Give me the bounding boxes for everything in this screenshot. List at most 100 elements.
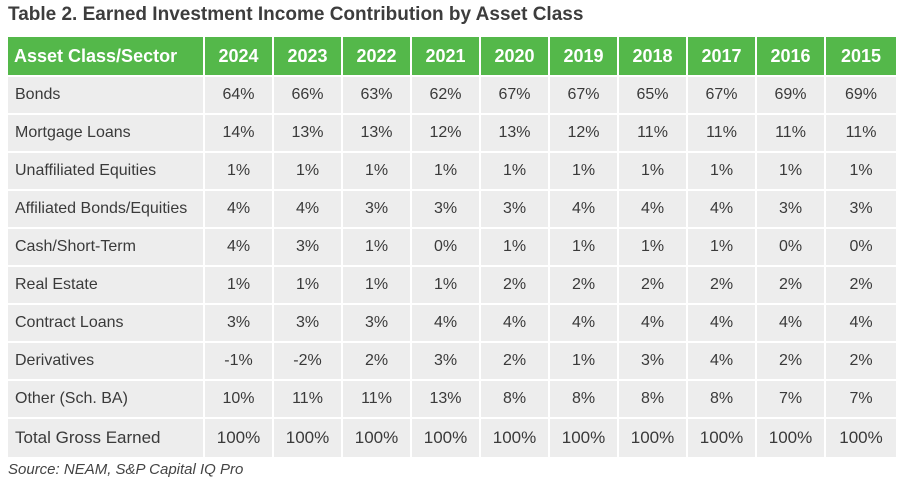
value-cell: 4%: [410, 303, 481, 343]
row-label: Contract Loans: [6, 303, 205, 343]
value-cell: 3%: [755, 189, 826, 229]
value-cell: 2%: [755, 265, 826, 305]
value-cell: 67%: [686, 75, 757, 115]
table-row: Mortgage Loans 14% 13% 13% 12% 13% 12% 11% 11% 11…: [6, 113, 898, 153]
header-row: Asset Class/Sector 2024 2023 2022 2021 2020 20…: [6, 35, 898, 77]
value-cell: 4%: [617, 189, 688, 229]
row-label: Unaffiliated Equities: [6, 151, 205, 191]
value-cell: 100%: [203, 417, 274, 459]
value-cell: 1%: [686, 227, 757, 267]
value-cell: 1%: [272, 265, 343, 305]
value-cell: 3%: [341, 189, 412, 229]
value-cell: 64%: [203, 75, 274, 115]
value-cell: 4%: [548, 189, 619, 229]
value-cell: 67%: [548, 75, 619, 115]
value-cell: 100%: [755, 417, 826, 459]
value-cell: 0%: [755, 227, 826, 267]
value-cell: 4%: [686, 341, 757, 381]
value-cell: 0%: [824, 227, 898, 267]
value-cell: 1%: [824, 151, 898, 191]
value-cell: 1%: [341, 151, 412, 191]
value-cell: 1%: [341, 265, 412, 305]
value-cell: 4%: [755, 303, 826, 343]
value-cell: 7%: [755, 379, 826, 419]
value-cell: 2%: [617, 265, 688, 305]
value-cell: 1%: [341, 227, 412, 267]
value-cell: 1%: [410, 265, 481, 305]
value-cell: 100%: [272, 417, 343, 459]
value-cell: 3%: [341, 303, 412, 343]
value-cell: 1%: [203, 265, 274, 305]
table-row: Unaffiliated Equities 1% 1% 1% 1% 1% 1% 1% 1% 1% 1…: [6, 151, 898, 191]
value-cell: 100%: [617, 417, 688, 459]
value-cell: 10%: [203, 379, 274, 419]
value-cell: 2%: [755, 341, 826, 381]
value-cell: 2%: [548, 265, 619, 305]
value-cell: 1%: [410, 151, 481, 191]
value-cell: 2%: [479, 341, 550, 381]
column-header-asset-class: Asset Class/Sector: [6, 35, 205, 77]
value-cell: 8%: [548, 379, 619, 419]
value-cell: 2%: [824, 341, 898, 381]
value-cell: 100%: [341, 417, 412, 459]
value-cell: 8%: [479, 379, 550, 419]
value-cell: 100%: [686, 417, 757, 459]
value-cell: 3%: [203, 303, 274, 343]
value-cell: 100%: [479, 417, 550, 459]
value-cell: 8%: [686, 379, 757, 419]
column-header-year: 2015: [824, 35, 898, 77]
value-cell: 3%: [272, 227, 343, 267]
value-cell: 1%: [755, 151, 826, 191]
value-cell: 3%: [272, 303, 343, 343]
value-cell: 11%: [341, 379, 412, 419]
value-cell: 8%: [617, 379, 688, 419]
value-cell: 4%: [617, 303, 688, 343]
value-cell: 1%: [272, 151, 343, 191]
value-cell: 1%: [686, 151, 757, 191]
value-cell: 3%: [824, 189, 898, 229]
value-cell: 13%: [479, 113, 550, 153]
row-label: Mortgage Loans: [6, 113, 205, 153]
value-cell: 11%: [824, 113, 898, 153]
table-row: Contract Loans 3% 3% 3% 4% 4% 4% 4% 4% 4% 4%: [6, 303, 898, 343]
value-cell: 3%: [410, 341, 481, 381]
column-header-year: 2019: [548, 35, 619, 77]
value-cell: 4%: [203, 189, 274, 229]
value-cell: 65%: [617, 75, 688, 115]
value-cell: 63%: [341, 75, 412, 115]
row-label: Bonds: [6, 75, 205, 115]
row-label: Derivatives: [6, 341, 205, 381]
value-cell: 2%: [479, 265, 550, 305]
row-label: Real Estate: [6, 265, 205, 305]
column-header-year: 2016: [755, 35, 826, 77]
table-row: Cash/Short-Term 4% 3% 1% 0% 1% 1% 1% 1% 0% 0%: [6, 227, 898, 267]
table-row: Affiliated Bonds/Equities 4% 4% 3% 3% 3% 4% 4% 4…: [6, 189, 898, 229]
value-cell: 7%: [824, 379, 898, 419]
value-cell: -2%: [272, 341, 343, 381]
value-cell: 1%: [617, 151, 688, 191]
column-header-year: 2024: [203, 35, 274, 77]
value-cell: 4%: [479, 303, 550, 343]
table-row: Real Estate 1% 1% 1% 1% 2% 2% 2% 2% 2% 2%: [6, 265, 898, 305]
row-label: Cash/Short-Term: [6, 227, 205, 267]
value-cell: 1%: [617, 227, 688, 267]
value-cell: 1%: [479, 151, 550, 191]
row-label: Total Gross Earned: [6, 417, 205, 459]
value-cell: 100%: [410, 417, 481, 459]
column-header-year: 2017: [686, 35, 757, 77]
table-row: Derivatives -1% -2% 2% 3% 2% 1% 3% 4% 2% 2%: [6, 341, 898, 381]
value-cell: 11%: [686, 113, 757, 153]
value-cell: 11%: [755, 113, 826, 153]
column-header-year: 2018: [617, 35, 688, 77]
column-header-year: 2021: [410, 35, 481, 77]
value-cell: 4%: [686, 303, 757, 343]
value-cell: 3%: [479, 189, 550, 229]
value-cell: 4%: [548, 303, 619, 343]
row-label: Other (Sch. BA): [6, 379, 205, 419]
value-cell: 2%: [341, 341, 412, 381]
value-cell: 0%: [410, 227, 481, 267]
value-cell: 13%: [272, 113, 343, 153]
column-header-year: 2020: [479, 35, 550, 77]
row-label: Affiliated Bonds/Equities: [6, 189, 205, 229]
value-cell: 4%: [686, 189, 757, 229]
